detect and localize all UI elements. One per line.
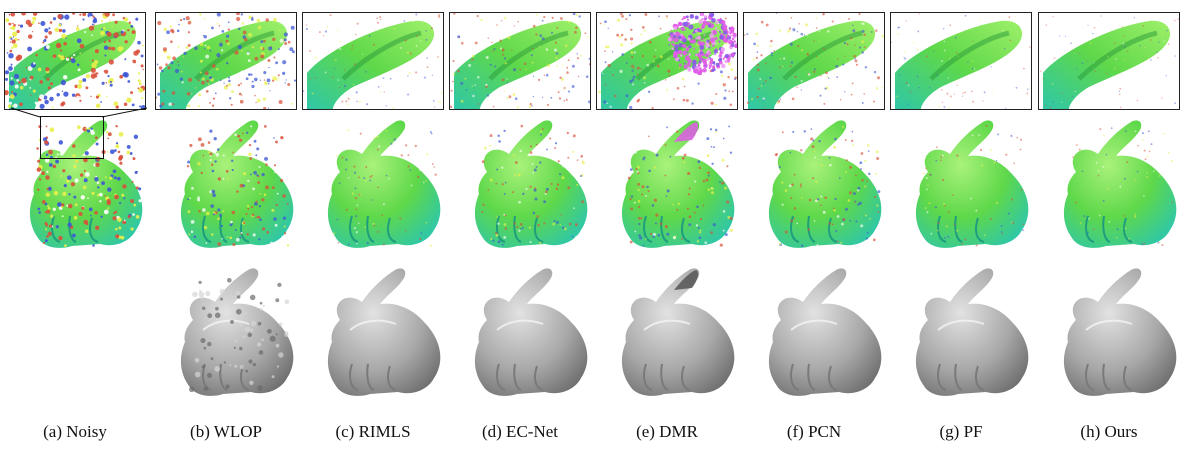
point-cloud-panel-ecnet [447,112,593,262]
bunny-mesh-ours [1063,268,1177,396]
caption-noisy: (a) Noisy [43,422,107,441]
mesh-panel-ours [1036,260,1182,410]
bunny-mesh-wlop [180,268,294,396]
point-cloud-panel-rimls [300,112,446,262]
bunny-mesh-dmr [621,268,735,396]
bunny-mesh-surface [768,268,882,396]
zoom-inset-pcn [743,12,885,110]
zoom-inset-pf [890,12,1032,110]
ear-zoom-surface [1043,20,1171,109]
bunny-mesh-surface [1063,268,1177,396]
bunny-cloud-rimls [327,120,441,248]
bunny-point-cloud [474,120,588,248]
point-cloud-panel-ours [1036,112,1182,262]
bunny-cloud-noisy [29,120,143,248]
bunny-mesh-ecnet [474,268,588,396]
bunny-mesh-rimls [327,268,441,396]
zoom-inset-noisy [4,12,146,110]
mesh-panel-pcn [741,260,887,410]
ear-zoom-surface [160,20,288,109]
bunny-cloud-pcn [768,120,882,248]
bunny-point-cloud [1063,120,1177,248]
bunny-mesh-surface [474,268,588,396]
ear-zoom-surface [307,20,435,109]
zoom-inset-ecnet [449,12,591,110]
ear-zoom-surface [895,20,1023,109]
column-pf: (g) PF [888,0,1034,451]
ear-closeup-dmr [598,13,737,109]
column-ecnet: (d) EC-Net [447,0,593,451]
zoom-inset-rimls [302,12,444,110]
bunny-mesh-pf [915,268,1029,396]
column-wlop: (b) WLOP [153,0,299,451]
bunny-point-cloud [29,120,143,248]
caption-ours: (h) Ours [1080,422,1138,441]
bunny-cloud-dmr [621,120,735,248]
caption-pf: (g) PF [939,422,983,441]
caption-pcn: (f) PCN [786,422,842,441]
bunny-cloud-wlop [180,120,294,248]
bunny-mesh-surface [621,268,735,396]
bunny-point-cloud [621,120,735,248]
bunny-mesh-surface [180,268,294,396]
zoom-inset-wlop [155,12,297,110]
caption-wlop: (b) WLOP [190,422,262,441]
point-cloud-panel-pcn [741,112,887,262]
ear-closeup-wlop [156,13,296,109]
zoom-inset-ours [1038,12,1180,110]
zoom-inset-dmr [596,12,738,110]
bunny-point-cloud [915,120,1029,248]
column-dmr: (e) DMR [594,0,740,451]
bunny-point-cloud [768,120,882,248]
mesh-panel-dmr [594,260,740,410]
caption-ecnet: (d) EC-Net [481,422,558,441]
mesh-panel-pf [888,260,1034,410]
bunny-mesh-pcn [768,268,882,396]
caption-dmr: (e) DMR [636,422,698,441]
point-cloud-panel-wlop [153,112,299,262]
mesh-panel-rimls [300,260,446,410]
ear-closeup-ours [1040,15,1179,109]
ear-closeup-pcn [744,13,884,109]
column-pcn: (f) PCN [741,0,887,451]
ear-closeup-pf [891,13,1031,109]
column-rimls: (c) RIMLS [300,0,446,451]
mesh-panel-wlop [153,260,299,410]
ear-zoom-surface [748,20,876,109]
column-noisy: (a) Noisy [2,0,148,451]
zoom-callout-box [40,116,104,159]
point-cloud-panel-dmr [594,112,740,262]
column-ours: (h) Ours [1036,0,1182,451]
bunny-mesh-surface [915,268,1029,396]
ear-zoom-surface [601,20,729,109]
bunny-point-cloud [327,120,441,248]
bunny-cloud-ecnet [474,120,588,248]
ear-closeup-ecnet [450,13,590,109]
bunny-cloud-ours [1063,120,1177,248]
zoom-callout-lines [10,107,148,118]
bunny-cloud-pf [915,120,1029,248]
bunny-mesh-surface [327,268,441,396]
ear-closeup-rimls [303,13,443,109]
ear-closeup-noisy [5,13,145,109]
point-cloud-panel-pf [888,112,1034,262]
point-cloud-panel-noisy [2,112,148,262]
mesh-panel-ecnet [447,260,593,410]
caption-rimls: (c) RIMLS [335,422,411,441]
bunny-point-cloud [180,120,294,248]
